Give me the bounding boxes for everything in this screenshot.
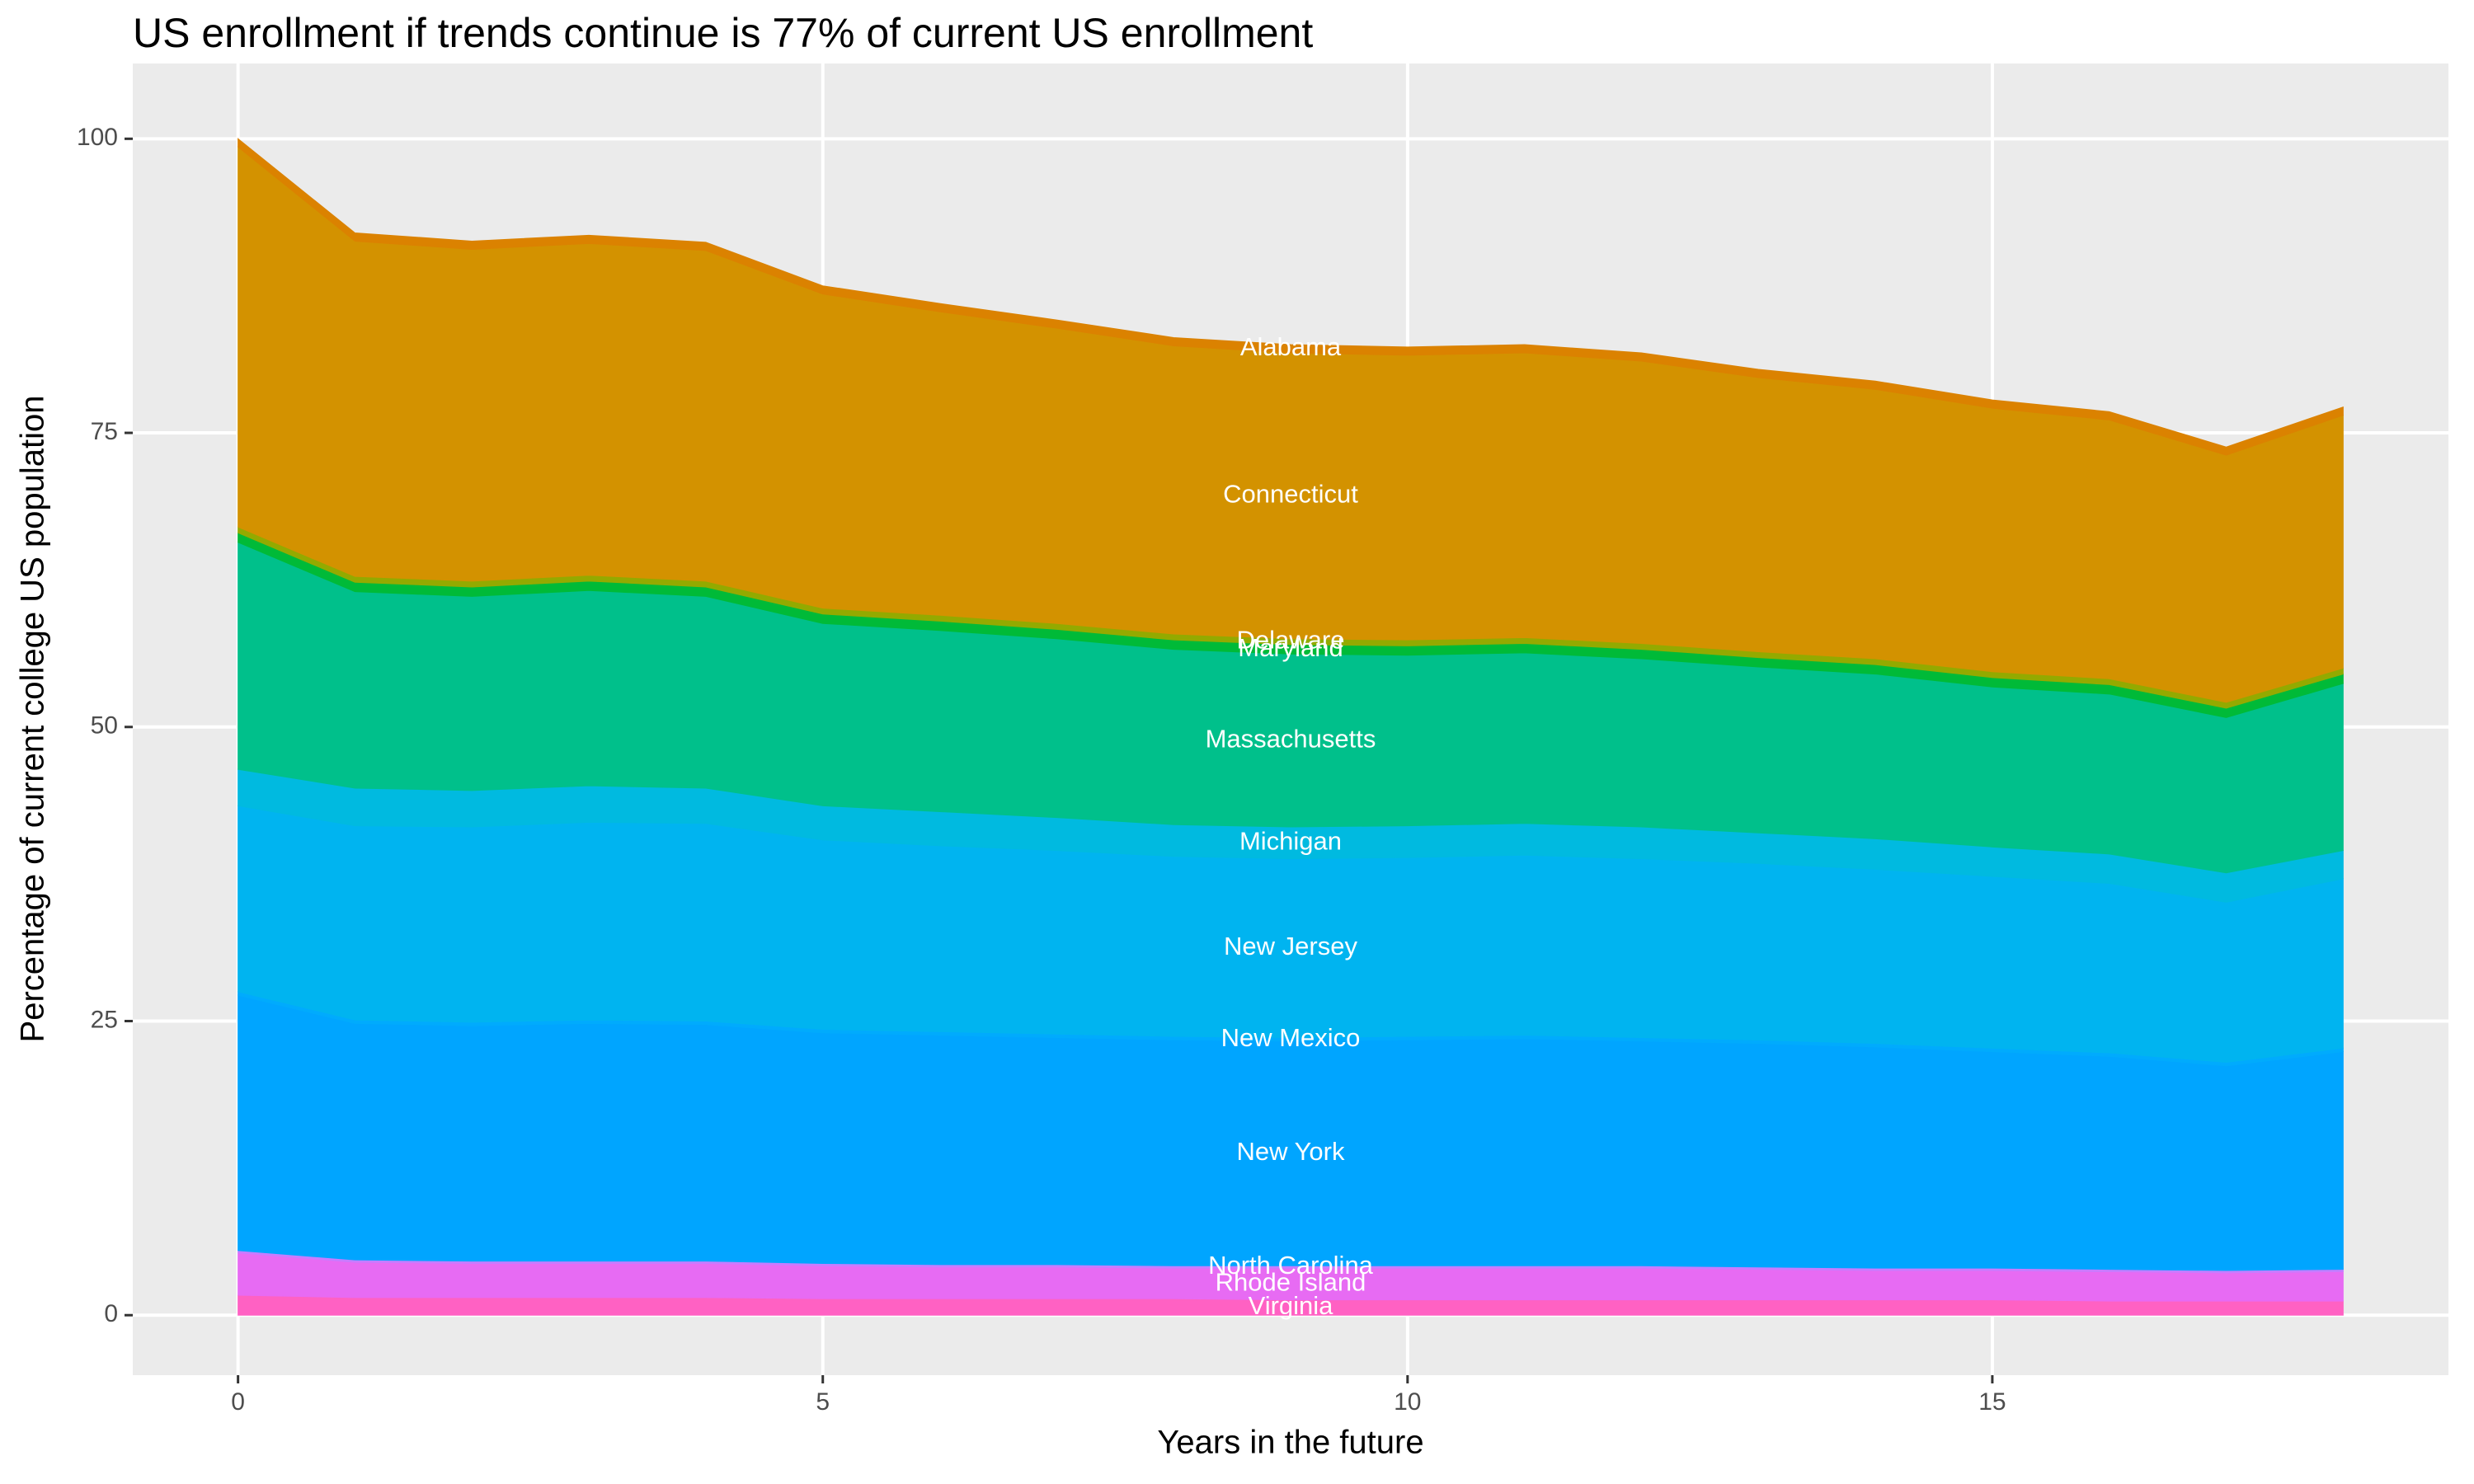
x-axis-title: Years in the future <box>1157 1425 1423 1461</box>
x-tick-label: 10 <box>1394 1388 1421 1416</box>
chart-title: US enrollment if trends continue is 77% … <box>133 10 1313 56</box>
y-tick-label: 25 <box>91 1006 118 1033</box>
series-label: Virginia <box>1249 1291 1334 1320</box>
y-tick-label: 50 <box>91 712 118 740</box>
y-tick-label: 100 <box>77 124 118 151</box>
series-label: Delaware <box>1237 626 1345 655</box>
x-tick-label: 15 <box>1978 1388 2006 1416</box>
series-label: New York <box>1237 1137 1345 1166</box>
area <box>238 138 2344 456</box>
x-tick-label: 0 <box>231 1388 245 1416</box>
y-axis-title: Percentage of current college US populat… <box>15 396 51 1043</box>
series-label: Alabama <box>1240 332 1342 361</box>
series-label: Massachusetts <box>1206 724 1376 753</box>
series-label: Connecticut <box>1223 480 1358 509</box>
series-label: Maryland <box>1238 633 1343 662</box>
y-tick-label: 0 <box>104 1300 118 1327</box>
x-tick-label: 5 <box>816 1388 830 1416</box>
series-label: Michigan <box>1239 827 1342 856</box>
series-label: Rhode Island <box>1216 1268 1366 1297</box>
series-label: New Mexico <box>1221 1023 1361 1052</box>
series-label: New Jersey <box>1224 932 1357 960</box>
y-tick-label: 75 <box>91 418 118 445</box>
series-label: North Carolina <box>1208 1251 1374 1280</box>
